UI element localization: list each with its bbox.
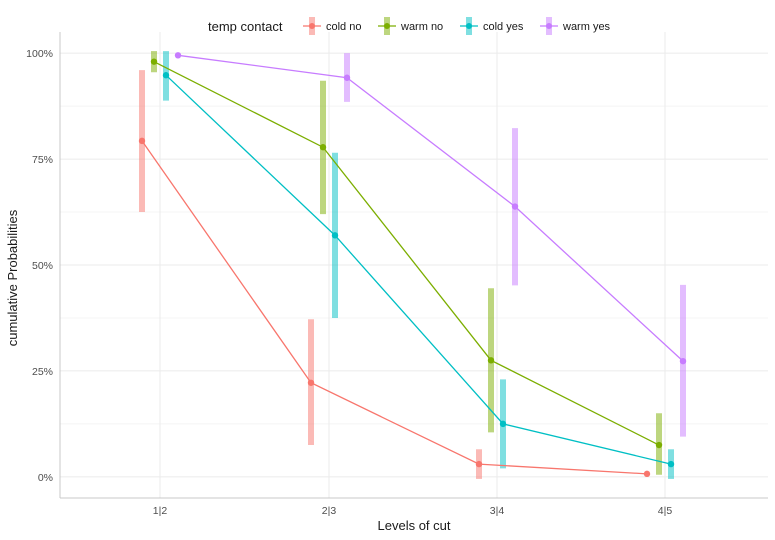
tick-labels: 0% 25% 50% 75% 100% 1|2 2|3 3|4 4|5 <box>26 48 672 517</box>
legend-key-point-cold-no <box>309 23 315 29</box>
data-point-cold-no <box>307 379 315 386</box>
legend-item-warm-yes: warm yes <box>540 17 611 35</box>
y-tick-label: 50% <box>32 260 53 272</box>
series-lines <box>141 54 684 475</box>
legend-title: temp contact <box>208 19 283 34</box>
x-axis-title: Levels of cut <box>378 518 451 533</box>
y-tick-label: 100% <box>26 48 53 60</box>
x-tick-label: 1|2 <box>153 505 168 517</box>
y-tick-label: 0% <box>38 472 53 484</box>
y-tick-label: 75% <box>32 154 53 166</box>
x-tick-label: 2|3 <box>322 505 337 517</box>
series-line-warm-yes <box>177 54 684 362</box>
legend-key-point-warm-yes <box>546 23 552 29</box>
data-point-warm-yes <box>343 74 351 81</box>
legend-label-cold-yes: cold yes <box>483 21 524 33</box>
data-point-warm-no <box>487 357 495 364</box>
legend-item-warm-no: warm no <box>378 17 443 35</box>
x-tick-label: 3|4 <box>490 505 505 517</box>
data-point-warm-yes <box>174 52 182 59</box>
data-point-warm-no <box>150 58 158 65</box>
series-line-cold-yes <box>165 74 672 465</box>
x-tick-label: 4|5 <box>658 505 673 517</box>
legend-label-warm-no: warm no <box>400 21 443 33</box>
axes <box>59 32 768 499</box>
data-point-cold-no <box>475 460 483 468</box>
data-point-cold-no <box>643 470 651 478</box>
y-tick-label: 25% <box>32 366 53 378</box>
series-line-cold-no <box>141 140 648 475</box>
data-point-warm-no <box>655 441 663 449</box>
data-point-warm-yes <box>679 357 687 365</box>
legend: temp contact cold no warm no cold yes warm … <box>208 17 611 35</box>
y-axis-title: cumulative Probabilities <box>5 209 20 346</box>
series-line-warm-no <box>153 61 660 446</box>
legend-item-cold-no: cold no <box>303 17 361 35</box>
legend-key-point-cold-yes <box>466 23 472 29</box>
data-point-cold-yes <box>162 72 170 79</box>
data-point-warm-yes <box>511 203 519 210</box>
series-points <box>138 52 687 478</box>
data-point-cold-yes <box>667 460 675 468</box>
data-point-cold-yes <box>499 420 507 428</box>
legend-key-point-warm-no <box>384 23 390 29</box>
legend-label-cold-no: cold no <box>326 21 361 33</box>
data-point-warm-no <box>319 144 327 151</box>
data-point-cold-yes <box>331 232 339 239</box>
legend-label-warm-yes: warm yes <box>562 21 611 33</box>
data-point-cold-no <box>138 137 146 145</box>
legend-item-cold-yes: cold yes <box>460 17 524 35</box>
